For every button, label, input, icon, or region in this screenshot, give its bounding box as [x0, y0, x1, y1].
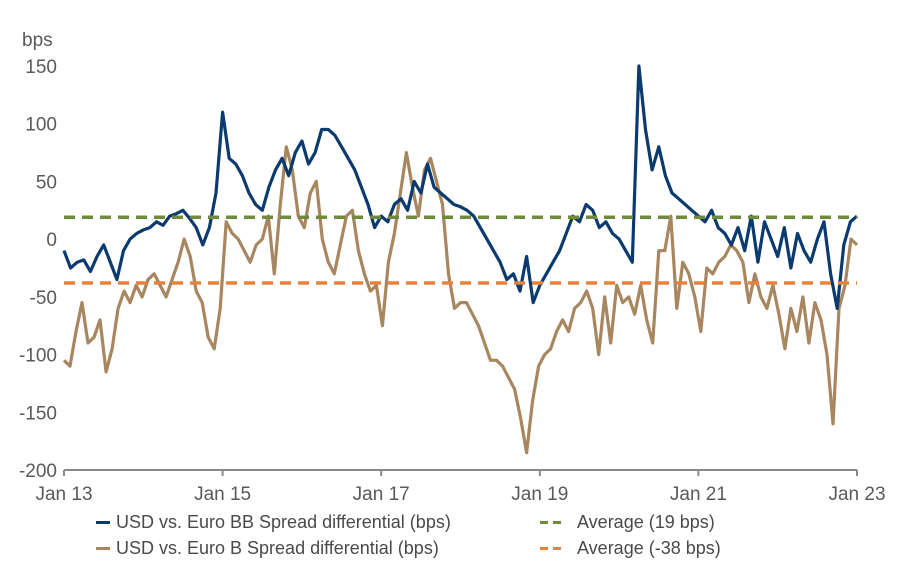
x-tick-label: Jan 15 — [194, 484, 251, 505]
reference-lines — [64, 215, 857, 285]
legend-item-average-19: Average (19 bps) — [540, 512, 715, 533]
x-tick-label: Jan 13 — [35, 484, 92, 505]
legend-label-average-minus-38: Average (-38 bps) — [577, 538, 721, 558]
y-axis-unit-label: bps — [22, 30, 53, 51]
y-tick-label: 100 — [25, 115, 57, 136]
y-tick-label: -50 — [30, 288, 57, 309]
legend-swatch-bb — [96, 521, 110, 524]
y-tick-label: 50 — [36, 172, 57, 193]
y-tick-label: 0 — [46, 230, 57, 251]
y-tick-label: -100 — [19, 346, 57, 367]
legend-label-average-19: Average (19 bps) — [577, 512, 715, 532]
y-tick-label: -200 — [19, 461, 57, 482]
x-tick-label: Jan 21 — [670, 484, 727, 505]
x-tick-label: Jan 19 — [511, 484, 568, 505]
series-line-usd-euro-b — [62, 145, 859, 455]
y-tick-label: 150 — [25, 57, 57, 78]
legend-swatch-average-minus-38 — [540, 547, 561, 550]
legend-label-bb: USD vs. Euro BB Spread differential (bps… — [116, 512, 451, 532]
legend-item-bb-series: USD vs. Euro BB Spread differential (bps… — [96, 512, 451, 533]
series-group — [62, 64, 859, 455]
legend-item-average-minus-38: Average (-38 bps) — [540, 538, 721, 559]
legend-item-b-series: USD vs. Euro B Spread differential (bps) — [96, 538, 439, 559]
legend-swatch-average-19 — [540, 521, 561, 524]
y-tick-label: -150 — [19, 403, 57, 424]
series-line-usd-euro-bb — [62, 64, 859, 310]
x-tick-label: Jan 17 — [353, 484, 410, 505]
x-axis-ticks: Jan 13 Jan 15 Jan 17 Jan 19 Jan 21 Jan 23 — [35, 470, 886, 505]
legend-swatch-b — [96, 547, 110, 550]
legend-label-b: USD vs. Euro B Spread differential (bps) — [116, 538, 439, 558]
x-tick-label: Jan 23 — [828, 484, 885, 505]
y-axis-ticks: 150 100 50 0 -50 -100 -150 -200 — [19, 57, 57, 482]
